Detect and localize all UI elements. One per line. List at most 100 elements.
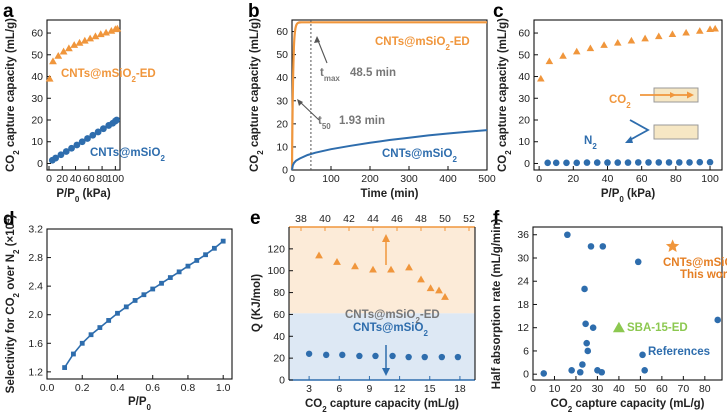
data-point-N2 <box>706 158 714 166</box>
reference-point <box>598 368 606 376</box>
series-line-CNTs@mSiO2 <box>291 129 488 171</box>
x-tick-label: 40 <box>613 383 625 395</box>
data-point-CNTs@mSiO2 <box>62 148 70 155</box>
x-tick-label: 80 <box>670 173 682 185</box>
data-point-CNTs@mSiO2 <box>94 128 102 136</box>
x-tick-label: 20 <box>570 383 582 395</box>
data-point-N2 <box>624 159 632 166</box>
data-point-CO2 <box>695 27 704 34</box>
y-axis-label-part: 2 <box>256 150 265 155</box>
selectivity-point <box>79 340 85 346</box>
x-tick-label: 40 <box>602 173 614 185</box>
data-point-CNTs@mSiO2-ED <box>107 26 116 34</box>
x-tick-label: 100 <box>701 173 719 185</box>
y-tick-label: 36 <box>517 229 529 241</box>
data-point-CNTs@mSiO2-ED <box>91 32 100 40</box>
reference-point <box>584 347 592 355</box>
axes-frame <box>46 19 121 171</box>
data-point-CNTs@mSiO2 <box>78 138 86 146</box>
data-point-CNTs@mSiO2-ED <box>80 36 89 44</box>
data-point-N2 <box>593 159 601 166</box>
reference-point <box>641 367 648 374</box>
data-point-CNTs@mSiO2 <box>57 151 65 159</box>
y-axis-label-part: Selectivity for CO <box>5 297 17 393</box>
panel-label: e <box>250 208 261 229</box>
series-annotation: CNTs@mSiO2 <box>353 322 428 338</box>
x-tick-label: 0.4 <box>110 382 125 394</box>
tmax-arrow-head <box>314 36 320 43</box>
co2-arrow-head <box>670 92 676 98</box>
x-axis-label-part: (kPa) <box>79 188 110 200</box>
q-point-CNTs@mSiO2 <box>372 352 379 360</box>
y-tick-label: 60 <box>276 26 288 38</box>
x-tick-label: 400 <box>439 173 457 185</box>
q-point-CNTs@mSiO2 <box>389 352 396 360</box>
data-point-N2 <box>563 159 570 167</box>
selectivity-point <box>211 245 217 251</box>
selectivity-point <box>123 304 129 310</box>
data-point-N2 <box>583 159 591 166</box>
x-tick-label: 0.8 <box>181 382 196 394</box>
y-axis-label: Q (KJ/mol) <box>251 274 263 332</box>
panel-label: d <box>3 209 15 230</box>
y-tick-label: 30 <box>276 95 288 107</box>
t50-label-part: 50 <box>322 122 331 131</box>
data-point-N2 <box>686 159 693 166</box>
y-tick-label: 1.2 <box>28 366 43 378</box>
top-x-tick-label: 52 <box>463 213 475 225</box>
data-point-CO2 <box>654 32 663 40</box>
top-x-tick-label: 42 <box>343 213 355 225</box>
y-tick-label: 60 <box>273 309 285 321</box>
series-annotation: CNTs@mSiO2 <box>382 148 457 164</box>
reference-point <box>589 324 597 332</box>
top-x-tick-label: 48 <box>415 213 427 225</box>
x-axis-label: P/P0 (kPa) <box>601 188 655 204</box>
x-tick-label: 1.0 <box>216 382 231 394</box>
x-tick-label: 0 <box>536 173 542 185</box>
panel-a: a0 20 40 60 801000102030405060CNTs@mSiO2-EDC… <box>3 1 165 204</box>
y-tick-label: 30 <box>518 93 530 105</box>
x-axis-label-part: P/P <box>128 396 147 408</box>
series-annotation-part: -ED <box>450 36 470 48</box>
data-point-N2 <box>552 159 560 167</box>
q-point-CNTs@mSiO2-ED <box>405 263 413 271</box>
y-tick-label: 50 <box>31 49 43 61</box>
data-point-N2 <box>604 159 611 166</box>
y-tick-label: 10 <box>31 136 43 148</box>
sba15-point <box>612 321 625 333</box>
q-point-CNTs@mSiO2 <box>454 353 462 361</box>
y-axis-label-part: 2 <box>12 249 21 254</box>
data-point-N2 <box>655 159 663 166</box>
y-tick-label: 30 <box>517 252 529 264</box>
t50-label-part: t <box>318 115 322 127</box>
q-point-CNTs@mSiO2-ED <box>387 265 395 273</box>
y-tick-label: 0 <box>524 158 530 170</box>
selectivity-point <box>132 298 138 303</box>
data-point-CNTs@mSiO2 <box>68 144 75 152</box>
selectivity-point <box>62 365 68 370</box>
x-axis-label-part: P/P <box>601 188 620 200</box>
x-tick-label: 20 <box>567 173 579 185</box>
tmax-label-part: max <box>324 74 341 83</box>
y-axis-label-part: CO <box>5 155 17 172</box>
data-point-CNTs@mSiO2 <box>84 135 91 142</box>
x-axis-label-part: capture capacity (mL/g) <box>572 398 704 410</box>
data-point-N2 <box>665 159 673 166</box>
data-point-CNTs@mSiO2 <box>73 141 81 149</box>
selectivity-line <box>63 240 224 369</box>
references-label: References <box>648 346 710 358</box>
this-work-sublabel: This work <box>680 269 727 281</box>
x-axis-label-part: 0 <box>75 195 80 204</box>
series-annotation-part: 2 <box>131 75 136 84</box>
data-point-N2 <box>614 159 622 166</box>
axes-frame <box>46 228 233 380</box>
y-tick-label: 12 <box>517 322 529 334</box>
y-axis-label-part: 4 <box>3 218 12 223</box>
data-point-CNTs@mSiO2-ED <box>70 41 79 48</box>
data-point-CNTs@mSiO2 <box>52 154 60 162</box>
y-tick-label: 0 <box>37 158 43 170</box>
reference-point <box>564 231 571 239</box>
series-annotation-part: 2 <box>423 329 428 338</box>
